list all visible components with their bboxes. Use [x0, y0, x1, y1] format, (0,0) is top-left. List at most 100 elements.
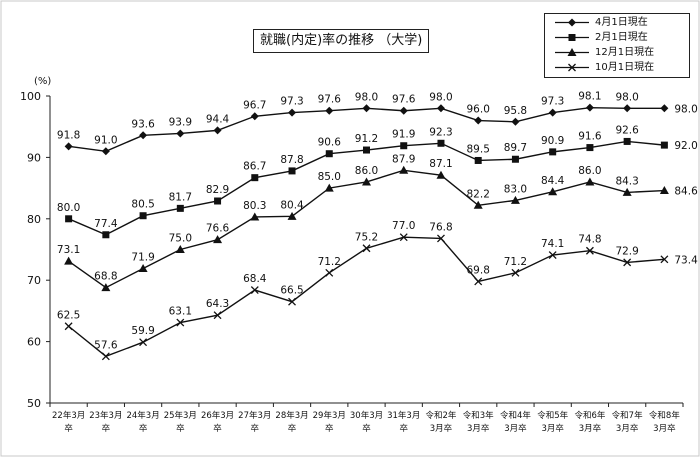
data-point-square	[102, 231, 110, 239]
data-point-square	[214, 197, 222, 205]
series-diamond: 91.8 91.0 93.6 93.9 94.4 96.7 97.3 97.6 98.0 97.6…	[57, 91, 698, 156]
x-tick-label: 30年3月	[350, 410, 383, 421]
data-label: 63.1	[169, 306, 192, 318]
data-point-x	[176, 318, 185, 327]
x-tick-label: 令和8年	[649, 410, 680, 421]
data-point-x	[568, 63, 576, 72]
data-point-triangle	[510, 195, 520, 204]
x-tick-label: 23年3月	[89, 410, 122, 421]
data-point-triangle	[64, 256, 74, 265]
x-tick-label: 24年3月	[126, 410, 159, 421]
data-point-x	[437, 234, 445, 243]
data-label: 97.6	[318, 94, 342, 106]
data-point-diamond	[623, 104, 632, 113]
data-point-x-stroke	[399, 233, 408, 242]
x-tick-label: 卒	[176, 423, 185, 434]
data-point-square	[325, 150, 333, 158]
data-point-x	[623, 258, 632, 267]
x-tick-label: 3月卒	[430, 423, 453, 434]
y-tick-label: 100	[20, 90, 41, 103]
data-point-x-stroke	[288, 297, 296, 306]
x-tick-label: 令和4年	[500, 410, 531, 421]
x-tick-label: 27年3月	[238, 410, 271, 421]
x-tick-label: 卒	[139, 423, 148, 434]
data-label: 91.9	[392, 129, 415, 141]
data-label: 95.8	[504, 105, 527, 117]
data-label: 96.7	[243, 99, 266, 111]
x-tick-label: 28年3月	[275, 410, 308, 421]
x-tick-label: 卒	[251, 423, 260, 434]
data-point-x	[660, 255, 669, 264]
data-label: 84.3	[615, 175, 638, 187]
x-tick-label: 29年3月	[313, 410, 346, 421]
data-label: 92.6	[615, 124, 639, 136]
data-label: 68.8	[94, 271, 117, 283]
data-point-triangle	[567, 48, 577, 56]
data-label: 86.0	[578, 165, 601, 177]
x-tick-label: 卒	[362, 423, 371, 434]
data-point-triangle	[436, 170, 446, 179]
y-tick-label: 60	[27, 336, 41, 349]
data-point-diamond	[568, 18, 576, 27]
data-label: 97.3	[541, 96, 564, 108]
data-point-triangle	[548, 187, 558, 196]
data-point-x	[399, 233, 408, 242]
data-point-diamond	[64, 142, 73, 151]
series-line	[68, 236, 665, 358]
data-label: 87.8	[280, 154, 303, 166]
data-point-triangle	[362, 177, 371, 186]
data-label: 91.2	[355, 133, 378, 145]
data-label: 64.3	[206, 298, 229, 310]
data-label: 82.2	[467, 188, 490, 200]
x-tick-label: 31年3月	[387, 410, 420, 421]
data-point-x	[585, 246, 594, 255]
legend-item-april: 4月1日現在	[545, 15, 689, 30]
data-point-square	[586, 144, 594, 152]
data-point-diamond	[288, 108, 297, 117]
data-point-diamond	[250, 112, 259, 121]
data-label: 74.1	[541, 238, 564, 250]
data-point-diamond	[101, 147, 110, 156]
data-point-triangle	[175, 245, 185, 253]
data-label: 93.9	[169, 116, 192, 128]
data-point-x-stroke	[176, 318, 185, 327]
data-label: 92.0	[674, 140, 697, 152]
data-label: 80.4	[280, 199, 304, 211]
data-point-x-stroke	[362, 244, 371, 253]
data-point-x	[548, 251, 557, 259]
data-point-square	[251, 174, 259, 182]
data-point-x-stroke	[511, 268, 520, 277]
data-label: 91.0	[94, 134, 117, 146]
data-point-diamond	[362, 104, 371, 113]
data-label: 91.6	[578, 131, 602, 143]
data-point-diamond	[511, 117, 520, 126]
legend-item-february: 2月1日現在	[545, 30, 689, 45]
data-label: 83.0	[504, 183, 527, 195]
data-point-square	[660, 141, 668, 149]
data-point-x-stroke	[213, 311, 222, 320]
data-label: 69.8	[467, 264, 490, 276]
data-point-triangle	[250, 212, 260, 221]
data-label: 87.1	[429, 158, 452, 170]
x-tick-label: 3月卒	[579, 423, 602, 434]
data-label: 98.0	[429, 91, 452, 103]
data-label: 71.2	[504, 256, 527, 268]
data-label: 98.0	[674, 103, 697, 115]
data-label: 84.6	[674, 186, 698, 198]
data-point-diamond	[548, 108, 557, 117]
data-label: 94.4	[206, 113, 230, 125]
data-point-triangle	[138, 264, 148, 273]
data-point-diamond	[474, 116, 483, 125]
data-point-square	[288, 167, 296, 175]
data-label: 66.5	[280, 285, 303, 297]
data-point-diamond	[176, 129, 185, 138]
data-point-triangle	[101, 283, 111, 292]
data-point-triangle	[585, 177, 595, 186]
x-tick-label: 3月卒	[504, 423, 527, 434]
data-label: 80.5	[131, 199, 154, 211]
data-label: 75.0	[169, 233, 192, 245]
data-label: 96.0	[467, 104, 490, 116]
